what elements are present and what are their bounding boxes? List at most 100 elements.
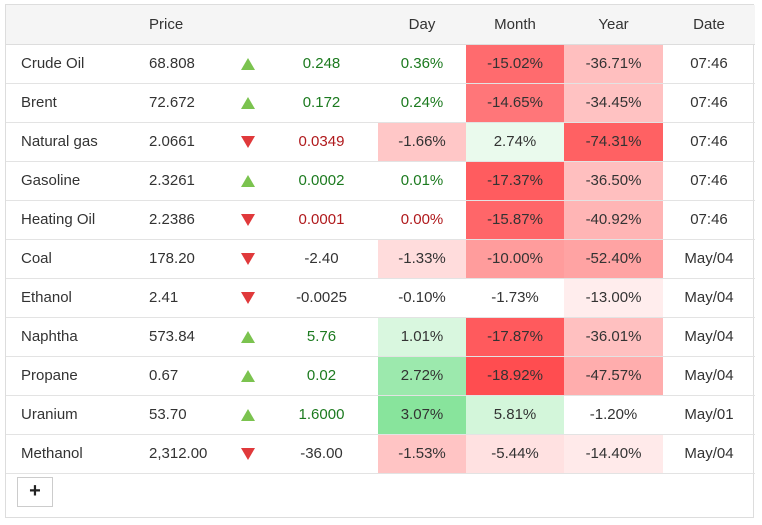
day-change-cell: 0.24% <box>378 83 466 123</box>
table-row[interactable]: Methanol 2,312.00 -36.00 -1.53% -5.44% -14.40… <box>6 434 755 474</box>
month-change-cell: 5.81% <box>466 395 564 435</box>
direction-cell <box>230 161 265 201</box>
table-row[interactable]: Crude Oil 68.808 0.248 0.36% -15.02% -36.71% 0… <box>6 44 755 84</box>
direction-cell <box>230 434 265 474</box>
triangle-down-icon <box>240 253 255 266</box>
month-change-cell: -18.92% <box>466 356 564 396</box>
add-button[interactable]: + <box>17 477 53 507</box>
day-change-cell: -1.66% <box>378 122 466 162</box>
date-cell: 07:46 <box>663 122 755 162</box>
triangle-up-icon <box>240 331 255 344</box>
commodity-name-link[interactable]: Methanol <box>6 434 135 474</box>
commodity-name-link[interactable]: Naphtha <box>6 317 135 357</box>
commodities-table: Price Day Month Year Date Crude Oil 68.80… <box>6 5 755 474</box>
triangle-down-icon <box>240 292 255 305</box>
commodity-name-link[interactable]: Natural gas <box>6 122 135 162</box>
triangle-down-icon <box>240 448 255 461</box>
direction-cell <box>230 200 265 240</box>
direction-cell <box>230 278 265 318</box>
year-change-cell: -13.00% <box>564 278 663 318</box>
table-row[interactable]: Naphtha 573.84 5.76 1.01% -17.87% -36.01% May/… <box>6 317 755 357</box>
change-cell: 0.0001 <box>265 200 378 240</box>
triangle-up-icon <box>240 175 255 188</box>
change-cell: 1.6000 <box>265 395 378 435</box>
header-arrow <box>230 5 265 45</box>
table-row[interactable]: Natural gas 2.0661 0.0349 -1.66% 2.74% -74.31… <box>6 122 755 162</box>
price-cell: 2.2386 <box>135 200 230 240</box>
table-row[interactable]: Heating Oil 2.2386 0.0001 0.00% -15.87% -40.9… <box>6 200 755 240</box>
triangle-up-icon <box>240 97 255 110</box>
direction-cell <box>230 44 265 84</box>
header-year[interactable]: Year <box>564 5 663 45</box>
date-cell: May/04 <box>663 356 755 396</box>
commodity-name-link[interactable]: Crude Oil <box>6 44 135 84</box>
change-cell: 5.76 <box>265 317 378 357</box>
direction-cell <box>230 83 265 123</box>
year-change-cell: -47.57% <box>564 356 663 396</box>
commodity-name-link[interactable]: Uranium <box>6 395 135 435</box>
price-cell: 178.20 <box>135 239 230 279</box>
triangle-up-icon <box>240 370 255 383</box>
commodity-name-link[interactable]: Propane <box>6 356 135 396</box>
day-change-cell: -1.53% <box>378 434 466 474</box>
commodity-name-link[interactable]: Ethanol <box>6 278 135 318</box>
year-change-cell: -52.40% <box>564 239 663 279</box>
date-cell: May/04 <box>663 239 755 279</box>
day-change-cell: -0.10% <box>378 278 466 318</box>
header-price[interactable]: Price <box>135 5 230 45</box>
day-change-cell: 0.36% <box>378 44 466 84</box>
table-row[interactable]: Propane 0.67 0.02 2.72% -18.92% -47.57% May/04 <box>6 356 755 396</box>
month-change-cell: -1.73% <box>466 278 564 318</box>
date-cell: May/04 <box>663 434 755 474</box>
year-change-cell: -14.40% <box>564 434 663 474</box>
table-row[interactable]: Uranium 53.70 1.6000 3.07% 5.81% -1.20% May/01 <box>6 395 755 435</box>
change-cell: 0.172 <box>265 83 378 123</box>
commodity-name-link[interactable]: Coal <box>6 239 135 279</box>
day-change-cell: 3.07% <box>378 395 466 435</box>
month-change-cell: 2.74% <box>466 122 564 162</box>
direction-cell <box>230 122 265 162</box>
date-cell: May/04 <box>663 317 755 357</box>
day-change-cell: -1.33% <box>378 239 466 279</box>
price-cell: 72.672 <box>135 83 230 123</box>
date-cell: 07:46 <box>663 44 755 84</box>
month-change-cell: -5.44% <box>466 434 564 474</box>
month-change-cell: -14.65% <box>466 83 564 123</box>
change-cell: -0.0025 <box>265 278 378 318</box>
commodity-name-link[interactable]: Heating Oil <box>6 200 135 240</box>
date-cell: May/04 <box>663 278 755 318</box>
price-cell: 68.808 <box>135 44 230 84</box>
year-change-cell: -36.50% <box>564 161 663 201</box>
month-change-cell: -10.00% <box>466 239 564 279</box>
date-cell: 07:46 <box>663 83 755 123</box>
change-cell: 0.0349 <box>265 122 378 162</box>
price-cell: 573.84 <box>135 317 230 357</box>
table-row[interactable]: Coal 178.20 -2.40 -1.33% -10.00% -52.40% May/0… <box>6 239 755 279</box>
triangle-up-icon <box>240 409 255 422</box>
header-day[interactable]: Day <box>378 5 466 45</box>
direction-cell <box>230 395 265 435</box>
triangle-up-icon <box>240 58 255 71</box>
day-change-cell: 1.01% <box>378 317 466 357</box>
month-change-cell: -15.02% <box>466 44 564 84</box>
date-cell: 07:46 <box>663 200 755 240</box>
commodity-name-link[interactable]: Gasoline <box>6 161 135 201</box>
date-cell: 07:46 <box>663 161 755 201</box>
table-header-row: Price Day Month Year Date <box>6 5 755 45</box>
day-change-cell: 0.00% <box>378 200 466 240</box>
year-change-cell: -74.31% <box>564 122 663 162</box>
header-month[interactable]: Month <box>466 5 564 45</box>
header-name <box>6 5 135 45</box>
table-row[interactable]: Ethanol 2.41 -0.0025 -0.10% -1.73% -13.00% May… <box>6 278 755 318</box>
year-change-cell: -34.45% <box>564 83 663 123</box>
price-cell: 53.70 <box>135 395 230 435</box>
price-cell: 0.67 <box>135 356 230 396</box>
change-cell: -2.40 <box>265 239 378 279</box>
table-row[interactable]: Gasoline 2.3261 0.0002 0.01% -17.37% -36.50% 0… <box>6 161 755 201</box>
commodity-name-link[interactable]: Brent <box>6 83 135 123</box>
header-date[interactable]: Date <box>663 5 755 45</box>
price-cell: 2.3261 <box>135 161 230 201</box>
date-cell: May/01 <box>663 395 755 435</box>
day-change-cell: 0.01% <box>378 161 466 201</box>
table-row[interactable]: Brent 72.672 0.172 0.24% -14.65% -34.45% 07:46 <box>6 83 755 123</box>
